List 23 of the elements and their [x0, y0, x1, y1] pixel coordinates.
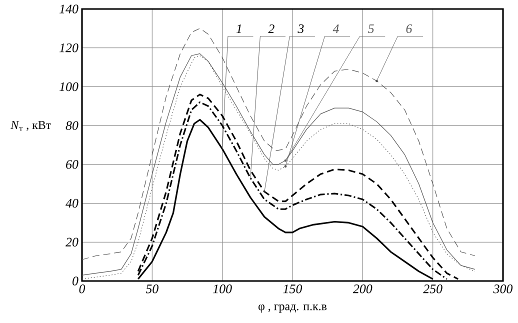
x-tick-label: 150 [283, 284, 302, 294]
text: 6 [406, 24, 412, 34]
x-tick-label: 250 [423, 284, 442, 294]
y-tick-label: 80 [66, 121, 78, 130]
y-tick-label: 40 [66, 198, 78, 208]
x-tick-label: 50 [146, 284, 158, 294]
y-tick-label: 100 [60, 82, 78, 92]
text: 2 [268, 24, 274, 34]
x-tick-label: 100 [213, 284, 232, 294]
x-axis-title: φ , град. п.к.в [258, 304, 327, 313]
y-tick-label: 0 [72, 276, 78, 286]
x-tick-label: 200 [352, 284, 372, 294]
text: 4 [332, 24, 339, 34]
y-tick-label: 60 [66, 160, 78, 169]
x-tick-label: 0 [79, 284, 86, 294]
text: 3 [298, 24, 304, 34]
x-tick-label: 300 [493, 284, 513, 294]
y-tick-label: 120 [60, 43, 78, 52]
y-axis-title: N$_{т}$ , кВт [10, 121, 51, 131]
text: 5 [368, 24, 374, 34]
text: 1 [236, 24, 242, 34]
y-tick-label: 140 [60, 4, 78, 14]
y-tick-label: 20 [66, 238, 78, 247]
